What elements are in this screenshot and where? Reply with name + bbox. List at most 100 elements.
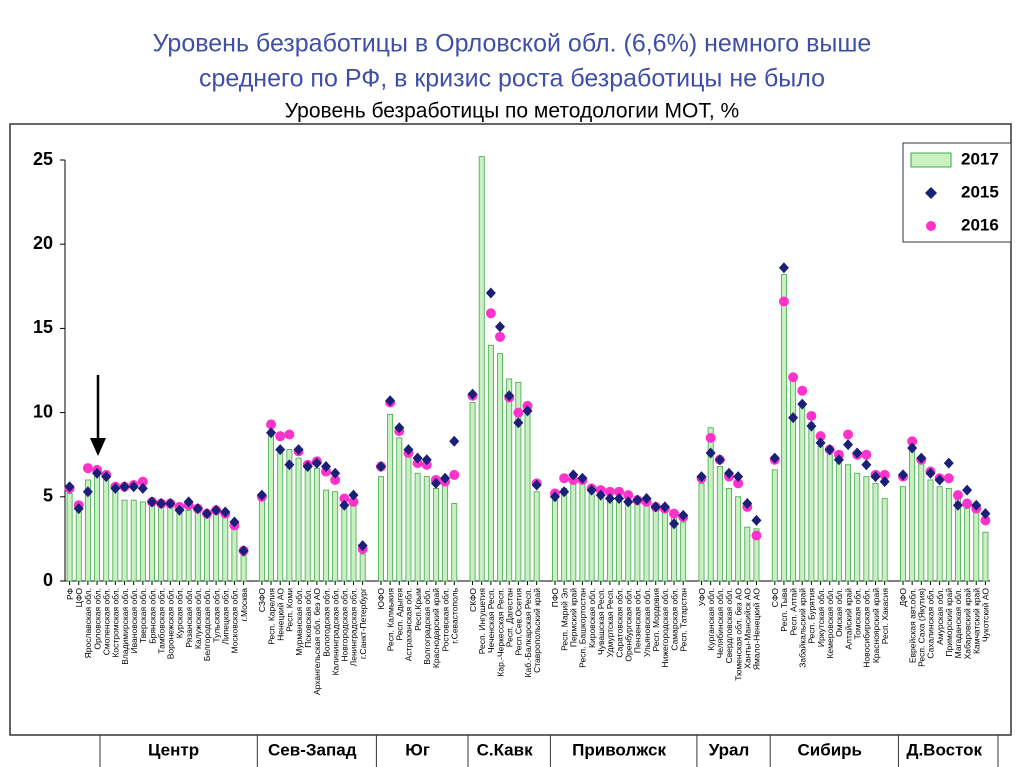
x-tick-label: Мурманская обл.: [294, 588, 304, 656]
marker-2016: [907, 436, 918, 447]
x-tick-label: Респ. Мордовия: [651, 588, 661, 652]
bar: [240, 555, 247, 582]
x-tick-label: Респ. Калмыкия: [385, 588, 395, 652]
x-tick-label: Респ.Крым: [413, 588, 423, 631]
bar: [900, 486, 906, 582]
x-tick-label: Самарская обл.: [669, 588, 679, 651]
marker-2015: [980, 508, 991, 520]
marker-2015: [311, 457, 322, 469]
marker-2015: [330, 467, 341, 479]
marker-2015: [256, 489, 267, 501]
bar: [606, 496, 613, 582]
bar: [835, 462, 842, 582]
bar: [753, 528, 760, 582]
bar: [927, 479, 934, 582]
marker-2015: [614, 492, 625, 504]
bar: [936, 486, 943, 582]
marker-2015: [952, 499, 963, 511]
x-tick-label: Магаданская обл.: [953, 588, 963, 658]
marker-2016: [330, 474, 341, 485]
marker-2015: [797, 398, 808, 410]
marker-2016: [266, 419, 277, 430]
legend-swatch: [910, 152, 952, 168]
bar: [817, 445, 824, 582]
bar: [982, 531, 989, 582]
marker-2016: [604, 486, 615, 497]
x-tick-label: Воронежская обл.: [166, 588, 176, 659]
marker-2016: [137, 476, 148, 487]
bar: [954, 498, 961, 582]
x-tick-label: Иркутская обл.: [816, 588, 826, 647]
marker-2016: [879, 469, 890, 480]
marker-2015: [669, 518, 680, 530]
x-tick-label: Брянская обл.: [147, 588, 157, 644]
marker-2015: [751, 514, 762, 526]
x-tick-label: Астраханская обл.: [404, 588, 414, 661]
x-tick-label: ЮФО: [376, 588, 386, 610]
bar: [203, 513, 210, 582]
bar: [387, 413, 394, 582]
marker-2015: [733, 471, 744, 483]
marker-2016: [275, 431, 286, 442]
x-tick-label: Пермский край: [569, 588, 579, 647]
bar: [268, 432, 275, 582]
marker-2015: [879, 476, 890, 488]
bar: [964, 508, 971, 582]
x-tick-label: РФ: [65, 588, 75, 600]
bar: [451, 503, 458, 582]
marker-2015: [742, 498, 753, 510]
x-tick-label: Московская обл.: [230, 588, 240, 654]
bar: [350, 501, 357, 582]
x-tick-label: Респ. Коми: [285, 588, 295, 632]
title-line: среднего по РФ, в кризис роста безработи…: [199, 65, 825, 93]
marker-2015: [852, 447, 863, 459]
bar: [423, 476, 430, 582]
x-tick-label: СКФО: [468, 588, 478, 612]
marker-2016: [705, 432, 716, 443]
x-tick-label: г.Севастополь: [449, 587, 459, 643]
x-tick-label: Свердловская обл.: [724, 588, 734, 663]
x-tick-label: Ивановская обл.: [129, 588, 139, 653]
marker-2015: [897, 469, 908, 481]
bar: [295, 457, 302, 582]
bar: [323, 489, 329, 582]
group-label: Сибирь: [797, 740, 862, 759]
bar: [790, 375, 797, 582]
marker-2015: [348, 489, 359, 501]
bar: [506, 378, 513, 582]
marker-2016: [733, 478, 744, 489]
x-tick-label: Пензенская обл.: [633, 588, 643, 653]
bar: [945, 487, 952, 582]
marker-2015: [192, 503, 203, 515]
x-tick-label: Курская обл.: [175, 588, 185, 638]
marker-2015: [110, 482, 121, 494]
bar: [185, 509, 192, 582]
marker-2015: [943, 457, 954, 469]
bar: [973, 509, 980, 582]
marker-2015: [375, 460, 386, 472]
marker-2015: [229, 516, 240, 528]
bar: [707, 427, 714, 582]
bar: [231, 526, 238, 582]
bar: [579, 482, 586, 582]
x-tick-label: Костромская обл.: [111, 588, 121, 658]
x-tick-label: Респ.Сев.Осетия: [514, 588, 524, 656]
bar: [918, 461, 925, 582]
x-tick-label: Нижегородская обл.: [660, 588, 670, 668]
bar: [881, 498, 888, 582]
marker-2015: [174, 504, 185, 516]
marker-2015: [934, 474, 945, 486]
marker-2015: [220, 506, 231, 518]
marker-2015: [577, 472, 588, 484]
x-tick-label: Сахалинская обл.: [926, 588, 936, 659]
x-tick-label: Амурская обл.: [935, 588, 945, 645]
x-tick-label: Волгоградская обл.: [422, 588, 432, 665]
x-tick-label: г.Москва: [239, 588, 249, 622]
x-tick-label: Калининградская обл.: [330, 588, 340, 675]
bar: [442, 481, 449, 582]
bar: [524, 408, 531, 582]
x-tick-label: Орловская обл.: [92, 588, 102, 650]
marker-2016: [449, 469, 460, 480]
marker-2015: [595, 489, 606, 501]
x-tick-label: Удмуртская Респ.: [605, 588, 615, 657]
